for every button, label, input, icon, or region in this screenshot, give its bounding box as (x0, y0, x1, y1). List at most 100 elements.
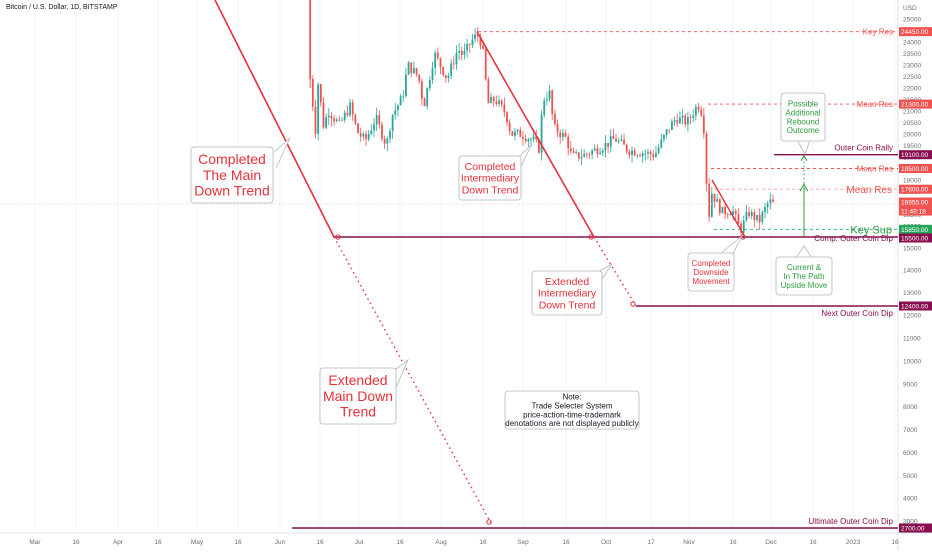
candle-body (564, 132, 567, 137)
completed-main-label: Completed (198, 151, 266, 167)
candle-body (617, 140, 620, 142)
extended-intermediary-label: Extended (545, 276, 590, 288)
price-tag-label: 11:49:18 (901, 209, 926, 216)
callout-box (531, 270, 603, 316)
current-path-label: Current & (787, 263, 822, 272)
current-path-label: In The Path (783, 272, 824, 281)
candle-body (359, 133, 362, 137)
candle-body (354, 114, 357, 124)
candle-body (402, 95, 405, 97)
candle-body (694, 106, 697, 116)
price-tags: 24450.00 21300.00 19100.00 18500.00 17600.00… (899, 27, 932, 533)
candle-body (726, 214, 729, 216)
candle-body (604, 142, 607, 151)
candle-body (721, 206, 724, 214)
candle-body (511, 131, 514, 136)
trend-end-marker (335, 234, 341, 240)
candle-body (527, 139, 530, 142)
candle-body (625, 144, 628, 152)
symbol-title: Bitcoin / U.S. Dollar, 1D, BITSTAMP (6, 4, 118, 11)
candle-body (338, 119, 341, 121)
price-tag-label: 21300.00 (901, 102, 928, 109)
price-tag (899, 233, 932, 243)
candle-body (442, 67, 445, 76)
candle-body (766, 203, 769, 208)
level-name-label: Mean Res (846, 185, 892, 196)
candle-body (623, 139, 625, 145)
candle-body (740, 223, 742, 233)
level-name-label: Key Res (863, 28, 893, 37)
candle-body (647, 151, 649, 154)
candle-body (702, 115, 705, 134)
callout-box (190, 146, 274, 204)
callout-box (504, 390, 640, 430)
candle-body (633, 150, 636, 156)
price-tag (899, 206, 932, 216)
candle-body (500, 100, 503, 105)
trend-end-marker (630, 301, 636, 307)
x-tick-label: Aug (435, 539, 447, 546)
candle-body (413, 68, 415, 74)
extended-intermediary-label: Intermediary (538, 288, 597, 300)
x-tick-label: Nov (683, 539, 695, 546)
candle-body (665, 129, 668, 135)
axis-currency-label: USD (903, 5, 917, 12)
candle-body (761, 211, 764, 223)
candle-body (644, 153, 647, 155)
x-tick-label: 16 (562, 539, 570, 546)
candle-body (700, 109, 703, 116)
y-tick-label: 9000 (903, 381, 918, 388)
x-tick-label: 2023 (846, 539, 861, 546)
candle-body (420, 81, 423, 99)
candle-body (415, 68, 418, 75)
upside-arrow-head (799, 183, 809, 192)
y-tick-label: 22000 (903, 86, 921, 93)
completed-main-label: Down Trend (194, 183, 269, 199)
completed-intermediary-label: Completed (465, 161, 516, 173)
candle-body (628, 151, 631, 155)
candle-body (713, 193, 716, 202)
callout-pointer (273, 137, 291, 169)
candle-body (428, 80, 431, 88)
candle-body (708, 183, 711, 217)
price-tag (899, 27, 932, 37)
price-tag-label: 15500.00 (901, 236, 928, 243)
candle-body (655, 152, 657, 157)
price-tag-label: 18500.00 (901, 166, 928, 173)
level-name-label: Ultimate Outer Coin Dip (809, 517, 894, 526)
candle-body (718, 199, 721, 214)
candle-body (492, 97, 495, 102)
level-name-label: Key Sup (850, 224, 892, 236)
candle-body (748, 212, 750, 217)
candle-body (639, 155, 641, 157)
candle-body (585, 153, 588, 155)
candle-body (745, 212, 748, 221)
y-tick-label: 20500 (903, 120, 921, 127)
candle-body (601, 150, 604, 153)
y-tick-label: 18000 (903, 178, 921, 185)
candle-body (686, 117, 689, 125)
candle-body (575, 152, 578, 154)
candle-body (569, 148, 572, 152)
callout-box (780, 92, 826, 142)
candle-body (697, 106, 700, 110)
possible-rebound-label: Additional (785, 108, 820, 117)
candle-body (681, 115, 684, 118)
candle-body (362, 134, 365, 137)
level-name-label: Next Outer Coin Dip (821, 309, 893, 318)
x-tick-label: 16 (316, 539, 324, 546)
candle-body (423, 98, 426, 107)
candle-body (596, 148, 599, 154)
price-tag-label: 17600.00 (901, 187, 928, 194)
candle-body (716, 199, 719, 202)
candle-body (636, 155, 639, 157)
candle-body (343, 112, 346, 120)
candle-body (351, 102, 354, 115)
candle-body (346, 112, 349, 116)
price-tag-label: 16955.00 (901, 200, 928, 207)
candle-body (439, 58, 442, 68)
